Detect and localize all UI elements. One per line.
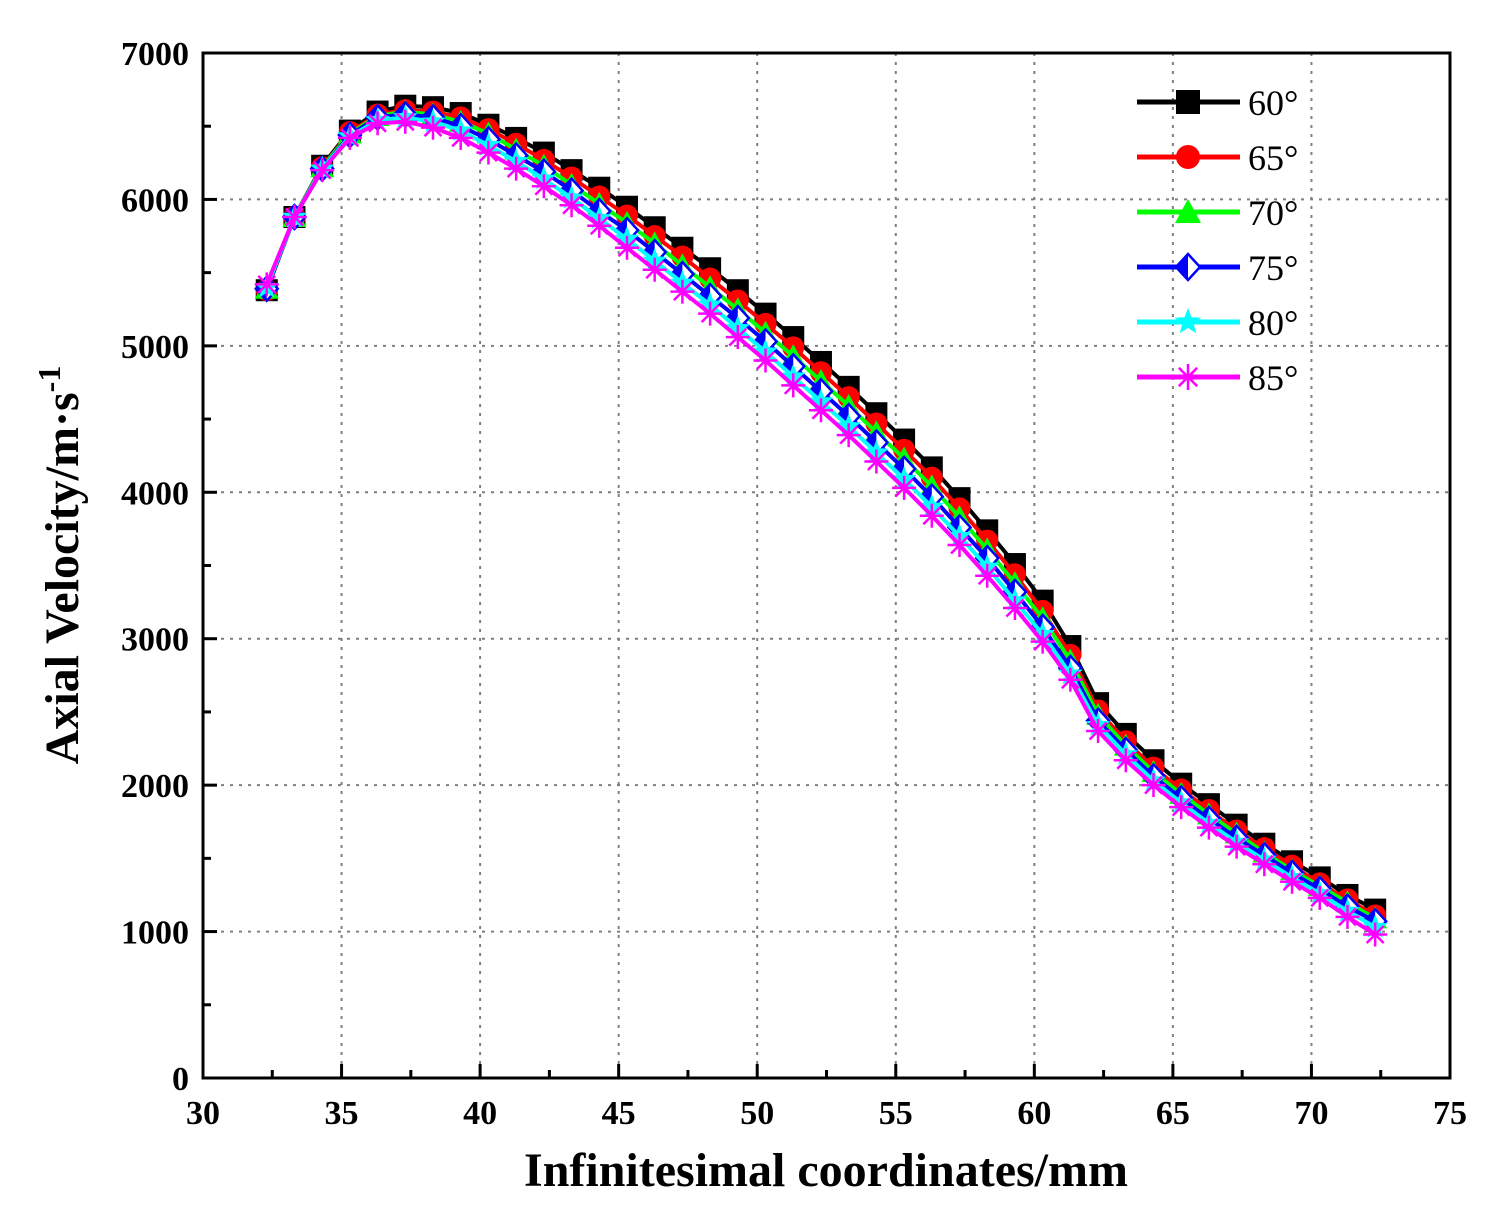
x-tick-label: 40 [463,1095,497,1132]
legend-label: 70° [1248,193,1298,233]
x-tick-label: 65 [1156,1095,1190,1132]
data-point-asterisk [670,279,695,304]
x-tick-label: 45 [602,1095,636,1132]
data-point-asterisk [587,213,612,238]
x-tick-label: 70 [1294,1095,1328,1132]
x-tick-label: 50 [740,1095,774,1132]
legend-item: 70° [1137,193,1298,233]
data-point-circle [1176,145,1200,169]
series-asterisk [254,109,1388,947]
data-point-triangle [1175,199,1201,223]
legend-item: 75° [1137,248,1298,288]
legend: 60° 65° 70° 75° 80° 85° [1137,83,1298,398]
data-point-asterisk [975,563,1000,588]
data-point-asterisk [282,205,307,229]
y-tick-labels: 0 1000 2000 3000 4000 5000 6000 7000 [121,36,189,1098]
data-point-asterisk [310,158,335,183]
legend-item: 60° [1137,83,1298,123]
legend-item: 80° [1137,303,1298,343]
data-point-asterisk [919,503,944,528]
y-tick-label: 2000 [121,768,189,805]
data-point-asterisk [614,235,639,260]
data-point-asterisk [947,533,972,557]
y-tick-label: 4000 [121,475,189,512]
x-axis-title: Infinitesimal coordinates/mm [524,1144,1128,1197]
data-point-asterisk [1363,922,1388,947]
y-tick-label: 0 [172,1061,189,1098]
legend-item: 85° [1137,358,1298,398]
y-axis-title-main: Axial Velocity/m·s [36,392,89,764]
y-tick-label: 7000 [121,36,189,73]
data-point-asterisk [1169,795,1194,820]
y-tick-label: 3000 [121,622,189,659]
data-point-asterisk [836,423,861,448]
data-point-asterisk [642,257,667,282]
data-point-asterisk [892,475,917,500]
data-point-square [1176,90,1200,114]
data-point-asterisk [559,193,584,218]
series-line [264,103,1377,912]
data-point-asterisk [504,156,529,181]
data-point-asterisk [1002,595,1027,620]
x-tick-labels: 30 35 40 45 50 55 60 65 70 75 [186,1095,1467,1132]
legend-label: 85° [1248,358,1298,398]
data-point-asterisk [1058,667,1083,692]
x-tick-label: 75 [1433,1095,1467,1132]
data-point-asterisk [1335,904,1360,929]
series-square [255,94,1387,921]
data-point-asterisk [864,449,889,474]
data-point-asterisk [476,140,501,165]
data-point-asterisk [1175,364,1201,390]
data-point-asterisk [1307,885,1332,910]
data-point-star [1174,308,1202,334]
data-point-asterisk [448,125,473,150]
legend-label: 60° [1248,83,1298,123]
series-layer [254,94,1388,947]
data-point-asterisk [1141,773,1166,798]
data-point-asterisk [725,325,750,350]
data-point-asterisk [1113,748,1138,773]
data-point-asterisk [531,174,556,199]
y-axis-title-superscript: -1 [31,366,67,393]
y-tick-label: 5000 [121,329,189,366]
data-point-asterisk [753,348,778,373]
legend-item: 65° [1137,138,1298,178]
data-point-diamond [1174,252,1202,282]
x-tick-label: 60 [1017,1095,1051,1132]
data-point-asterisk [1280,869,1305,894]
y-tick-label: 6000 [121,182,189,219]
data-point-asterisk [337,125,362,150]
data-point-asterisk [393,109,418,134]
legend-label: 65° [1248,138,1298,178]
data-point-asterisk [365,111,390,136]
data-point-asterisk [1252,852,1277,877]
data-point-asterisk [781,373,806,398]
y-axis-title: Axial Velocity/m·s-1 [31,366,89,765]
series-circle [255,99,1387,927]
x-tick-label: 55 [879,1095,913,1132]
data-point-asterisk [808,398,833,423]
x-tick-label: 30 [186,1095,220,1132]
data-point-asterisk [1224,834,1249,859]
data-point-asterisk [1086,718,1111,743]
legend-label: 75° [1248,248,1298,288]
axis-ticks [201,51,1452,1080]
data-point-asterisk [1030,629,1055,654]
legend-label: 80° [1248,303,1298,343]
grid-lines [203,53,1450,1078]
data-point-asterisk [421,115,446,140]
y-tick-label: 1000 [121,915,189,952]
data-point-asterisk [254,272,279,297]
data-point-asterisk [1196,815,1221,840]
x-tick-label: 35 [325,1095,359,1132]
data-point-asterisk [698,301,723,326]
